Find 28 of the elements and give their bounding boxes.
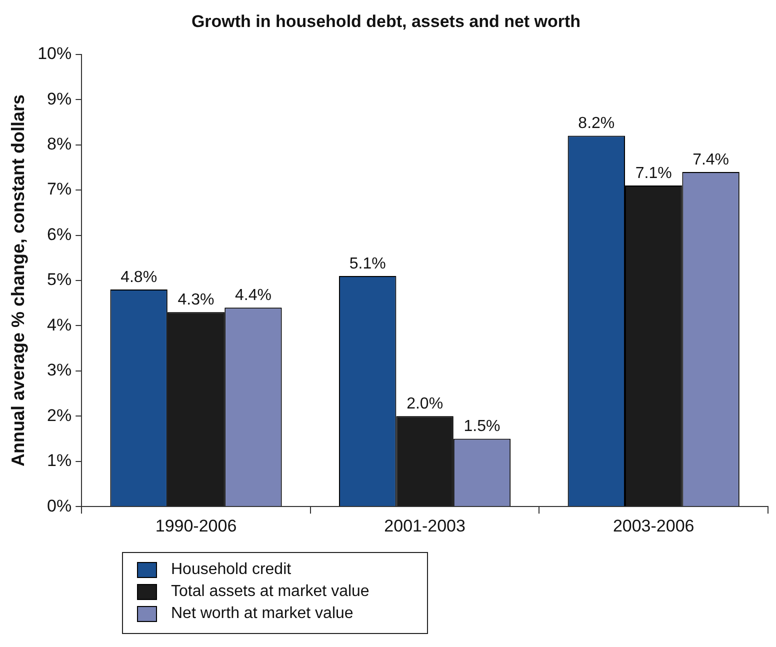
data-label: 7.4% — [692, 151, 730, 168]
data-label: 7.1% — [635, 164, 672, 182]
data-label: 1.5% — [464, 418, 500, 436]
y-axis-title: Annual average % change, constant dollars — [8, 94, 28, 467]
y-tick-label: 4% — [47, 315, 72, 334]
data-label: 2.0% — [406, 396, 444, 413]
x-tick-label: 2003-2006 — [612, 516, 694, 536]
y-tick-label: 0% — [47, 496, 72, 516]
x-tick-label: 2001-2003 — [384, 516, 466, 536]
y-tick-label: 2% — [47, 406, 72, 425]
y-tick-label: 10% — [38, 44, 72, 64]
y-tick-label: 1% — [47, 451, 72, 470]
data-label: 8.2% — [578, 115, 615, 132]
legend-label: Total assets at market value — [171, 583, 370, 601]
y-tick-label: 8% — [47, 134, 72, 154]
y-tick-label: 3% — [47, 360, 72, 380]
data-label: 4.4% — [234, 287, 272, 304]
data-label: 5.1% — [349, 255, 386, 272]
data-label: 4.8% — [120, 268, 158, 286]
y-tick-label: 6% — [47, 224, 72, 244]
y-tick-label: 7% — [47, 180, 72, 199]
y-tick-label: 5% — [47, 270, 72, 290]
legend-label: Net worth at market value — [171, 605, 354, 623]
chart-title: Growth in household debt, assets and net worth — [191, 12, 581, 31]
x-tick-label: 1990-2006 — [155, 516, 237, 536]
data-label: 4.3% — [178, 292, 214, 309]
legend-label: Household credit — [171, 561, 292, 579]
y-tick-label: 9% — [47, 89, 72, 108]
